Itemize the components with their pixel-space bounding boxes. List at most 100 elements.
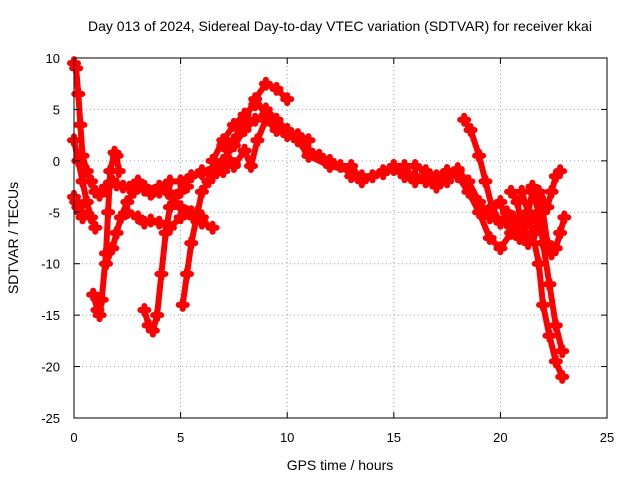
data-point-marker bbox=[86, 287, 101, 302]
y-tick-label: 0 bbox=[53, 154, 60, 169]
data-point-marker bbox=[542, 277, 557, 292]
data-point-marker bbox=[301, 133, 316, 148]
data-point-marker bbox=[514, 184, 529, 199]
data-point-marker bbox=[194, 184, 209, 199]
data-point-marker bbox=[553, 225, 568, 240]
chart-title: Day 013 of 2024, Sidereal Day-to-day VTE… bbox=[88, 18, 592, 34]
data-point-marker bbox=[205, 164, 220, 179]
data-point-marker bbox=[280, 92, 295, 107]
data-point-marker bbox=[152, 179, 167, 194]
data-point-marker bbox=[69, 61, 84, 76]
data-point-marker bbox=[71, 87, 86, 101]
y-tick-label: -10 bbox=[41, 257, 60, 272]
data-point-marker bbox=[472, 205, 487, 220]
data-point-marker bbox=[226, 117, 241, 132]
data-point-marker bbox=[120, 195, 135, 209]
data-point-marker bbox=[105, 241, 120, 256]
data-point-marker bbox=[216, 153, 231, 168]
data-point-marker bbox=[506, 210, 521, 225]
data-point-marker bbox=[88, 220, 103, 235]
data-point-marker bbox=[386, 159, 401, 173]
data-point-marker bbox=[365, 169, 380, 184]
y-tick-label: 5 bbox=[53, 102, 60, 117]
data-point-marker bbox=[301, 148, 316, 163]
data-point-marker bbox=[521, 205, 536, 220]
data-point-marker bbox=[548, 354, 563, 369]
data-point-marker bbox=[179, 267, 194, 281]
data-point-marker bbox=[243, 159, 258, 173]
series-sat-t bbox=[514, 184, 570, 384]
data-point-marker bbox=[344, 169, 359, 184]
series-sat-w bbox=[504, 184, 548, 251]
data-point-marker bbox=[248, 112, 263, 127]
data-point-marker bbox=[548, 318, 563, 333]
data-point-marker bbox=[322, 159, 337, 173]
data-point-marker bbox=[226, 159, 241, 173]
data-point-marker bbox=[504, 184, 519, 199]
y-tick-label: -5 bbox=[48, 205, 60, 220]
y-axis-label: SDTVAR / TECUs bbox=[5, 182, 21, 294]
series-sat-f bbox=[120, 205, 220, 235]
data-point-marker bbox=[109, 148, 124, 163]
data-point-marker bbox=[290, 133, 305, 148]
data-point-marker bbox=[536, 297, 551, 312]
data-point-marker bbox=[150, 308, 165, 323]
data-point-marker bbox=[450, 169, 465, 184]
series-sat-v bbox=[525, 164, 568, 215]
data-point-marker bbox=[175, 297, 190, 312]
data-point-marker bbox=[173, 210, 188, 225]
data-point-marker bbox=[544, 184, 559, 199]
data-point-marker bbox=[92, 308, 107, 323]
data-point-marker bbox=[493, 241, 508, 256]
data-point-marker bbox=[92, 187, 107, 202]
data-point-marker bbox=[179, 205, 194, 220]
data-point-marker bbox=[418, 174, 433, 189]
data-point-marker bbox=[73, 117, 88, 132]
data-point-marker bbox=[354, 174, 369, 189]
data-point-marker bbox=[258, 112, 273, 127]
data-point-marker bbox=[542, 328, 557, 343]
data-point-marker bbox=[525, 179, 540, 194]
data-point-marker bbox=[101, 205, 116, 220]
series-sat-b bbox=[67, 133, 103, 235]
series-sat-a bbox=[67, 56, 137, 202]
data-point-marker bbox=[184, 236, 199, 251]
data-point-marker bbox=[553, 164, 568, 179]
data-point-marker bbox=[113, 210, 128, 225]
series-sat-g bbox=[137, 179, 194, 338]
data-point-marker bbox=[269, 81, 284, 96]
data-point-marker bbox=[463, 123, 478, 137]
data-point-marker bbox=[130, 174, 145, 189]
data-point-marker bbox=[457, 112, 472, 127]
data-point-marker bbox=[248, 97, 263, 112]
data-series-layer bbox=[67, 56, 572, 384]
data-point-marker bbox=[493, 195, 508, 209]
data-point-marker bbox=[533, 205, 548, 220]
y-tick-label: 10 bbox=[46, 51, 60, 66]
data-point-marker bbox=[162, 174, 177, 189]
data-point-marker bbox=[557, 210, 572, 225]
data-point-marker bbox=[137, 303, 152, 317]
data-point-marker bbox=[429, 179, 444, 194]
data-point-marker bbox=[510, 195, 525, 209]
data-point-marker bbox=[162, 200, 177, 215]
data-point-marker bbox=[173, 200, 188, 215]
data-point-marker bbox=[482, 210, 497, 225]
data-point-marker bbox=[521, 236, 536, 251]
x-tick-label: 10 bbox=[280, 430, 294, 445]
data-point-marker bbox=[461, 174, 476, 189]
data-point-marker bbox=[216, 164, 231, 179]
data-point-marker bbox=[478, 174, 493, 189]
x-tick-label: 0 bbox=[70, 430, 77, 445]
data-point-marker bbox=[120, 205, 135, 220]
data-point-marker bbox=[472, 148, 487, 163]
data-point-marker bbox=[152, 215, 167, 230]
data-point-marker bbox=[408, 159, 423, 173]
data-point-marker bbox=[531, 256, 546, 271]
data-point-marker bbox=[194, 215, 209, 230]
data-point-marker bbox=[512, 231, 527, 245]
y-tick-label: -15 bbox=[41, 308, 60, 323]
data-point-marker bbox=[280, 128, 295, 143]
data-point-marker bbox=[408, 169, 423, 184]
axis-ticks: 0 5 10 15 20 25 -25 -20 -15 -10 -5 0 5 10 bbox=[41, 51, 614, 445]
